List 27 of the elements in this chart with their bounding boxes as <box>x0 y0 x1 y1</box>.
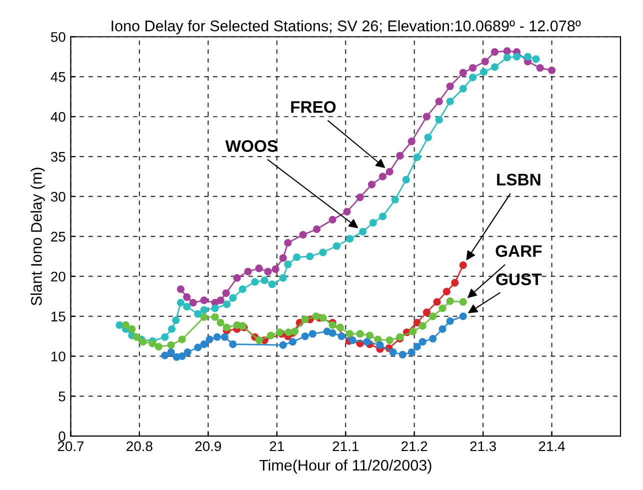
x-tick-label: 21.3 <box>470 441 496 452</box>
x-tick-label: 21 <box>270 441 284 452</box>
x-tick-label: 21.2 <box>402 441 428 452</box>
y-axis-title: Slant Iono Delay (m) <box>30 168 45 306</box>
x-tick-label: 20.8 <box>126 441 152 452</box>
y-tick-label: 5 <box>58 392 66 402</box>
y-tick-label: 10 <box>51 352 66 362</box>
chart-title: Iono Delay for Selected Stations; SV 26; Elevation:10.0689º - 12.078º <box>112 20 581 34</box>
x-tick-label: 21.4 <box>538 441 565 452</box>
y-tick-label: 0 <box>58 431 66 442</box>
y-tick-label: 30 <box>50 192 66 202</box>
y-tick-label: 50 <box>50 32 66 42</box>
y-tick-label: 40 <box>50 112 66 122</box>
x-tick-label: 21.1 <box>332 441 358 452</box>
y-tick-label: 25 <box>51 232 66 242</box>
x-tick-label: 20.7 <box>58 441 84 452</box>
annotation: WOOS <box>225 140 278 152</box>
annotation: LSBN <box>497 174 540 186</box>
annotation: GARF <box>496 245 542 257</box>
x-axis-title: Time(Hour of 11/20/2003) <box>259 459 432 474</box>
annotation: GUST <box>496 273 542 286</box>
y-tick-label: 45 <box>50 72 66 82</box>
x-tick-label: 20.9 <box>195 441 222 452</box>
y-tick-label: 20 <box>51 272 66 282</box>
y-tick-label: 15 <box>51 312 66 322</box>
annotation: FREO <box>291 101 336 113</box>
y-tick-label: 35 <box>50 152 66 162</box>
